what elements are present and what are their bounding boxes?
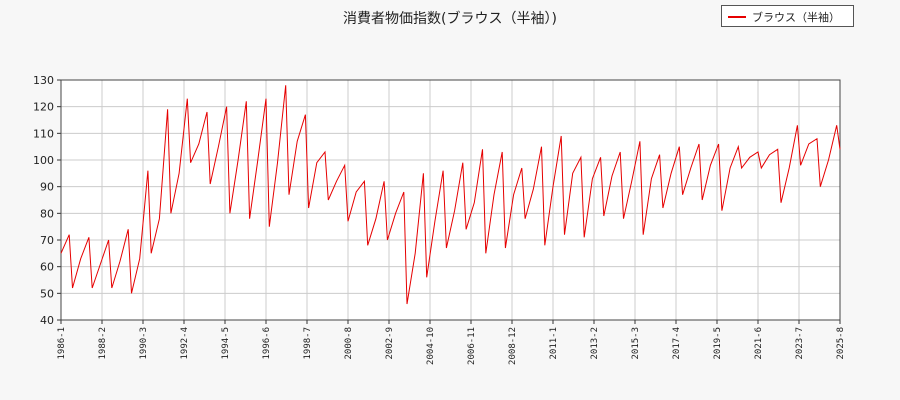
- x-tick-label: 2015-3: [631, 327, 641, 360]
- y-tick-label: 90: [40, 181, 54, 194]
- series-line: [60, 85, 841, 305]
- x-tick-label: 2023-7: [795, 327, 805, 360]
- y-tick-label: 70: [40, 234, 54, 247]
- legend-label: ブラウス（半袖）: [752, 11, 840, 24]
- y-tick-label: 110: [33, 127, 54, 140]
- plot-frame: [60, 79, 841, 321]
- x-tick-label: 2011-1: [549, 327, 559, 360]
- x-tick-label: 2002-9: [385, 327, 395, 360]
- x-tick-label: 1992-4: [180, 327, 190, 360]
- x-tick-label: 2006-11: [467, 327, 477, 365]
- chart-title: 消費者物価指数(ブラウス（半袖）): [343, 11, 557, 27]
- x-tick-label: 1998-7: [303, 327, 313, 360]
- x-tick-label: 2017-4: [672, 327, 682, 360]
- y-tick-label: 60: [40, 261, 54, 274]
- y-tick-label: 100: [33, 154, 54, 167]
- x-tick-label: 1986-1: [57, 327, 67, 360]
- x-tick-label: 2008-12: [508, 327, 518, 365]
- x-tick-label: 2019-5: [713, 327, 723, 360]
- x-tick-label: 1990-3: [139, 327, 149, 360]
- x-tick-label: 2000-8: [344, 327, 354, 360]
- y-tick-label: 120: [33, 101, 54, 114]
- y-tick-label: 130: [33, 74, 54, 87]
- y-tick-label: 40: [40, 314, 54, 327]
- x-tick-label: 1988-2: [98, 327, 108, 360]
- x-tick-label: 1994-5: [221, 327, 231, 360]
- legend: ブラウス（半袖）: [721, 5, 854, 27]
- x-tick-label: 2004-10: [426, 327, 436, 365]
- plot-background: [61, 80, 840, 320]
- x-tick-label: 1996-6: [262, 327, 272, 360]
- y-tick-label: 50: [40, 287, 54, 300]
- x-tick-label: 2025-8: [836, 327, 846, 360]
- x-tick-label: 2021-6: [754, 327, 764, 360]
- y-tick-label: 80: [40, 207, 54, 220]
- x-tick-label: 2013-2: [590, 327, 600, 360]
- legend-swatch: [728, 16, 746, 18]
